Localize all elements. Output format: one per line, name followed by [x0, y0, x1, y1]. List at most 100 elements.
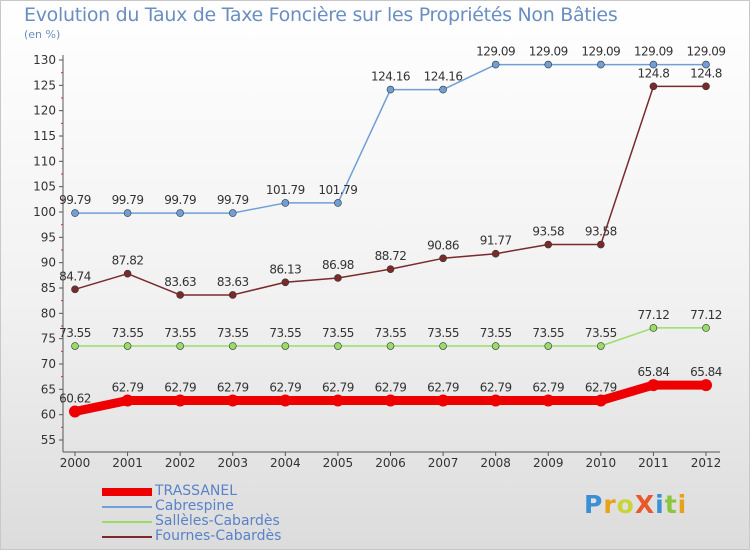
data-label-trassanel: 62.79 [375, 381, 407, 395]
y-tick-label: 85 [41, 281, 56, 295]
y-tick-label: 65 [41, 382, 56, 396]
data-label-salleles-cabardes: 73.55 [217, 326, 249, 340]
x-tick-label: 2001 [112, 456, 143, 470]
data-label-fournes-cabardes: 86.13 [269, 262, 301, 276]
x-tick-label: 2010 [586, 456, 617, 470]
legend-swatch-trassanel [102, 488, 152, 496]
data-label-trassanel: 62.79 [322, 381, 354, 395]
data-point-trassanel [384, 394, 397, 407]
data-point-salleles-cabardes [176, 342, 184, 350]
data-point-cabrespine [491, 60, 500, 69]
data-label-cabrespine: 129.09 [687, 45, 726, 59]
y-tick-label: 70 [41, 357, 56, 371]
data-point-trassanel [594, 394, 607, 407]
data-label-salleles-cabardes: 73.55 [322, 326, 354, 340]
legend-label-salleles-cabardes: Sallèles-Cabardès [155, 513, 280, 529]
data-point-cabrespine [439, 85, 447, 94]
data-point-cabrespine [386, 85, 395, 94]
y-tick-label: 55 [41, 433, 56, 447]
data-point-cabrespine [334, 199, 342, 207]
data-point-fournes-cabardes [491, 249, 500, 258]
data-point-trassanel [647, 379, 660, 392]
x-tick-label: 2007 [428, 456, 459, 470]
data-label-salleles-cabardes: 73.55 [427, 326, 459, 340]
data-point-salleles-cabardes [491, 342, 500, 350]
data-label-trassanel: 62.79 [480, 381, 512, 395]
data-label-cabrespine: 101.79 [266, 183, 305, 197]
data-label-trassanel: 62.79 [585, 381, 617, 395]
data-label-fournes-cabardes: 83.63 [217, 275, 249, 289]
data-point-cabrespine [71, 209, 79, 217]
data-point-fournes-cabardes [71, 285, 79, 294]
x-tick-label: 2000 [60, 456, 91, 470]
data-point-trassanel [489, 394, 502, 407]
data-label-salleles-cabardes: 73.55 [480, 326, 512, 340]
data-label-cabrespine: 124.16 [424, 70, 463, 84]
data-label-trassanel: 62.79 [269, 381, 301, 395]
data-point-salleles-cabardes [71, 342, 79, 350]
data-point-fournes-cabardes [123, 269, 132, 278]
data-point-trassanel [700, 379, 712, 392]
data-label-trassanel: 62.79 [164, 381, 196, 395]
y-tick-label: 110 [33, 154, 56, 168]
data-point-trassanel [279, 394, 292, 407]
data-point-trassanel [331, 394, 344, 407]
data-label-cabrespine: 99.79 [217, 193, 249, 207]
legend-label-cabrespine: Cabrespine [155, 498, 234, 514]
data-label-salleles-cabardes: 73.55 [585, 326, 617, 340]
data-point-fournes-cabardes [386, 265, 395, 273]
x-tick-label: 2006 [375, 456, 406, 470]
data-label-fournes-cabardes: 84.74 [59, 269, 91, 283]
data-point-cabrespine [597, 60, 605, 69]
legend-swatch-salleles-cabardes [102, 521, 152, 523]
x-tick-label: 2008 [480, 456, 511, 470]
x-tick-label: 2003 [217, 456, 248, 470]
data-point-salleles-cabardes [123, 342, 132, 350]
data-point-fournes-cabardes [702, 82, 710, 91]
data-point-cabrespine [228, 209, 237, 217]
data-point-fournes-cabardes [228, 291, 237, 299]
y-tick-label: 75 [41, 332, 56, 346]
series-line-fournes-cabardes [74, 85, 707, 296]
x-tick-label: 2009 [533, 456, 564, 470]
x-tick-label: 2005 [323, 456, 354, 470]
data-point-salleles-cabardes [702, 324, 710, 332]
data-label-salleles-cabardes: 77.12 [637, 308, 669, 322]
data-point-trassanel [69, 405, 81, 418]
data-point-salleles-cabardes [544, 342, 553, 350]
data-label-cabrespine: 99.79 [112, 193, 144, 207]
data-label-trassanel: 65.84 [690, 365, 722, 379]
data-label-fournes-cabardes: 91.77 [480, 234, 512, 248]
data-point-fournes-cabardes [281, 278, 290, 287]
data-point-fournes-cabardes [544, 240, 553, 249]
data-point-fournes-cabardes [439, 254, 447, 263]
legend-swatch-cabrespine [102, 506, 152, 508]
data-label-fournes-cabardes: 86.98 [322, 258, 354, 272]
data-point-fournes-cabardes [176, 291, 184, 299]
data-label-fournes-cabardes: 93.58 [585, 225, 617, 239]
data-label-fournes-cabardes: 88.72 [375, 249, 407, 263]
x-tick-label: 2002 [165, 456, 196, 470]
legend-label-fournes-cabardes: Fournes-Cabardès [155, 528, 282, 544]
data-label-trassanel: 62.79 [427, 381, 459, 395]
legend-label-trassanel: TRASSANEL [155, 483, 238, 499]
data-label-cabrespine: 129.09 [476, 45, 515, 59]
data-point-salleles-cabardes [439, 342, 447, 350]
x-tick-label: 2011 [638, 456, 669, 470]
data-point-cabrespine [176, 209, 184, 217]
data-label-trassanel: 62.79 [532, 381, 564, 395]
data-point-trassanel [174, 394, 187, 407]
y-tick-label: 80 [41, 306, 56, 320]
y-tick-label: 100 [33, 205, 56, 219]
data-point-fournes-cabardes [334, 274, 342, 282]
data-label-cabrespine: 129.09 [634, 45, 673, 59]
data-label-salleles-cabardes: 73.55 [59, 326, 91, 340]
data-label-cabrespine: 101.79 [318, 183, 357, 197]
data-label-fournes-cabardes: 93.58 [532, 225, 564, 239]
data-point-cabrespine [649, 60, 658, 69]
y-tick-label: 90 [41, 256, 56, 270]
data-point-cabrespine [281, 199, 290, 207]
data-point-fournes-cabardes [597, 240, 605, 249]
data-label-trassanel: 62.79 [217, 381, 249, 395]
